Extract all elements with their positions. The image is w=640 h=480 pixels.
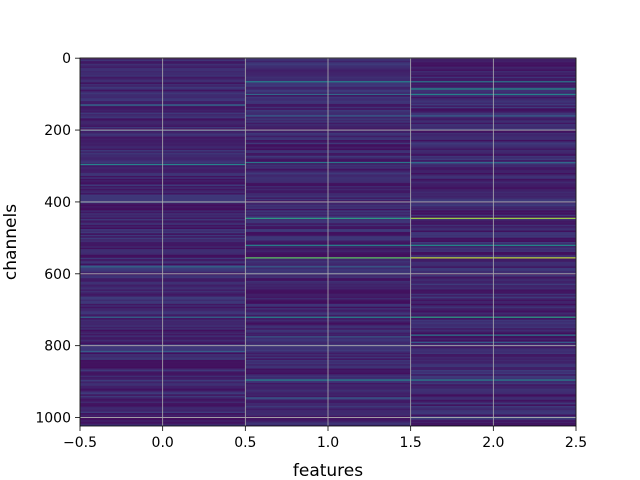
x-tick-label: 0.0 (152, 435, 174, 451)
x-axis: −0.5 0.0 0.5 1.0 1.5 2.0 2.5 (63, 426, 587, 451)
grid-lines (79, 57, 577, 426)
y-axis-label: channels (1, 204, 21, 280)
x-tick-label: 2.5 (565, 435, 587, 451)
y-axis: 0 200 400 600 800 1000 (35, 51, 80, 427)
x-tick-label: 1.0 (317, 435, 339, 451)
x-tick-label: 2.0 (482, 435, 504, 451)
y-tick-label: 0 (62, 51, 71, 67)
y-tick-label: 600 (44, 267, 71, 283)
y-tick-label: 1000 (35, 411, 71, 427)
y-tick-label: 400 (44, 195, 71, 211)
x-axis-label: features (293, 461, 363, 480)
y-tick-label: 800 (44, 339, 71, 355)
x-tick-label: −0.5 (63, 435, 97, 451)
y-tick-label: 200 (44, 123, 71, 139)
x-tick-label: 0.5 (234, 435, 256, 451)
x-tick-label: 1.5 (400, 435, 422, 451)
